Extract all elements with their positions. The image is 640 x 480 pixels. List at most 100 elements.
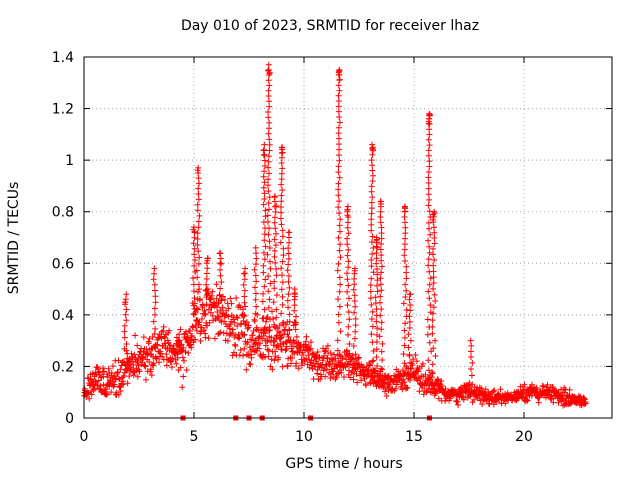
data-point bbox=[429, 361, 436, 368]
data-point bbox=[196, 212, 203, 219]
data-point bbox=[424, 331, 431, 338]
data-point bbox=[279, 279, 286, 286]
data-point bbox=[336, 146, 343, 153]
data-point bbox=[248, 354, 255, 361]
data-point bbox=[404, 385, 411, 392]
data-point bbox=[350, 356, 357, 363]
data-point bbox=[260, 152, 267, 159]
data-point bbox=[241, 331, 248, 338]
data-point bbox=[335, 135, 342, 142]
data-point bbox=[275, 354, 282, 361]
data-point bbox=[208, 292, 215, 299]
data-point bbox=[345, 308, 352, 315]
data-point bbox=[338, 369, 345, 376]
data-point bbox=[250, 337, 257, 344]
data-point bbox=[336, 119, 343, 126]
data-point bbox=[428, 380, 435, 387]
data-point bbox=[346, 295, 352, 302]
data-point bbox=[425, 152, 432, 159]
data-point bbox=[261, 256, 268, 263]
data-point bbox=[241, 293, 248, 300]
data-point bbox=[401, 379, 408, 386]
data-point bbox=[199, 302, 206, 309]
data-point bbox=[425, 169, 432, 176]
data-point bbox=[241, 299, 248, 306]
data-point bbox=[180, 373, 187, 380]
data-point bbox=[279, 258, 286, 265]
data-point bbox=[103, 371, 110, 378]
data-point bbox=[278, 159, 285, 166]
data-point bbox=[285, 255, 292, 262]
y-tick-label: 0.8 bbox=[52, 205, 74, 221]
data-point bbox=[358, 377, 365, 384]
data-point bbox=[219, 293, 226, 300]
data-point bbox=[400, 350, 407, 357]
data-point bbox=[353, 370, 360, 377]
data-point bbox=[425, 202, 432, 209]
data-point bbox=[203, 281, 210, 288]
data-point bbox=[368, 227, 375, 234]
data-point bbox=[379, 357, 386, 364]
data-point bbox=[117, 366, 124, 373]
data-point bbox=[262, 243, 269, 250]
data-point bbox=[260, 173, 267, 180]
data-point bbox=[104, 390, 111, 397]
data-point bbox=[468, 342, 475, 349]
data-point bbox=[175, 342, 182, 349]
data-point bbox=[191, 245, 198, 252]
data-point bbox=[179, 354, 186, 361]
data-point bbox=[273, 272, 280, 279]
data-point bbox=[257, 340, 264, 347]
data-point bbox=[278, 192, 285, 199]
data-point bbox=[429, 216, 436, 223]
data-point bbox=[229, 330, 236, 337]
data-point bbox=[203, 294, 210, 301]
data-point bbox=[194, 235, 201, 242]
data-point bbox=[266, 206, 273, 213]
data-point bbox=[336, 77, 343, 84]
y-tick-label: 1 bbox=[65, 153, 74, 169]
data-point bbox=[273, 202, 280, 209]
data-point bbox=[206, 319, 213, 326]
data-point bbox=[426, 225, 433, 232]
data-point bbox=[344, 276, 351, 283]
data-point bbox=[86, 395, 93, 402]
data-point bbox=[430, 245, 437, 252]
data-point bbox=[292, 319, 299, 326]
data-point bbox=[265, 130, 272, 137]
data-point bbox=[362, 382, 369, 389]
data-point bbox=[195, 224, 202, 231]
data-point bbox=[140, 334, 147, 341]
data-point bbox=[330, 351, 337, 358]
data-point bbox=[336, 141, 343, 148]
data-point bbox=[278, 346, 285, 353]
data-point bbox=[369, 144, 376, 151]
data-point bbox=[335, 103, 342, 110]
data-point bbox=[284, 338, 291, 345]
data-point bbox=[330, 368, 337, 375]
data-point bbox=[123, 306, 130, 313]
data-point bbox=[271, 203, 278, 210]
data-point bbox=[455, 401, 462, 408]
data-point bbox=[336, 247, 343, 254]
data-point bbox=[582, 400, 589, 407]
data-point bbox=[401, 327, 408, 334]
data-point bbox=[261, 190, 268, 197]
data-point bbox=[225, 305, 232, 312]
data-point bbox=[202, 334, 209, 341]
data-point bbox=[478, 385, 485, 392]
data-point bbox=[372, 294, 379, 301]
data-point bbox=[266, 238, 273, 245]
data-point bbox=[432, 352, 439, 359]
data-point bbox=[252, 310, 259, 317]
data-point bbox=[335, 169, 342, 176]
data-point bbox=[335, 260, 342, 267]
data-point bbox=[198, 315, 205, 322]
data-point bbox=[426, 120, 433, 127]
data-point bbox=[426, 281, 433, 288]
data-point bbox=[190, 288, 197, 295]
data-point bbox=[407, 359, 414, 366]
data-point bbox=[369, 323, 376, 330]
data-point bbox=[259, 298, 266, 305]
data-point bbox=[195, 281, 202, 288]
